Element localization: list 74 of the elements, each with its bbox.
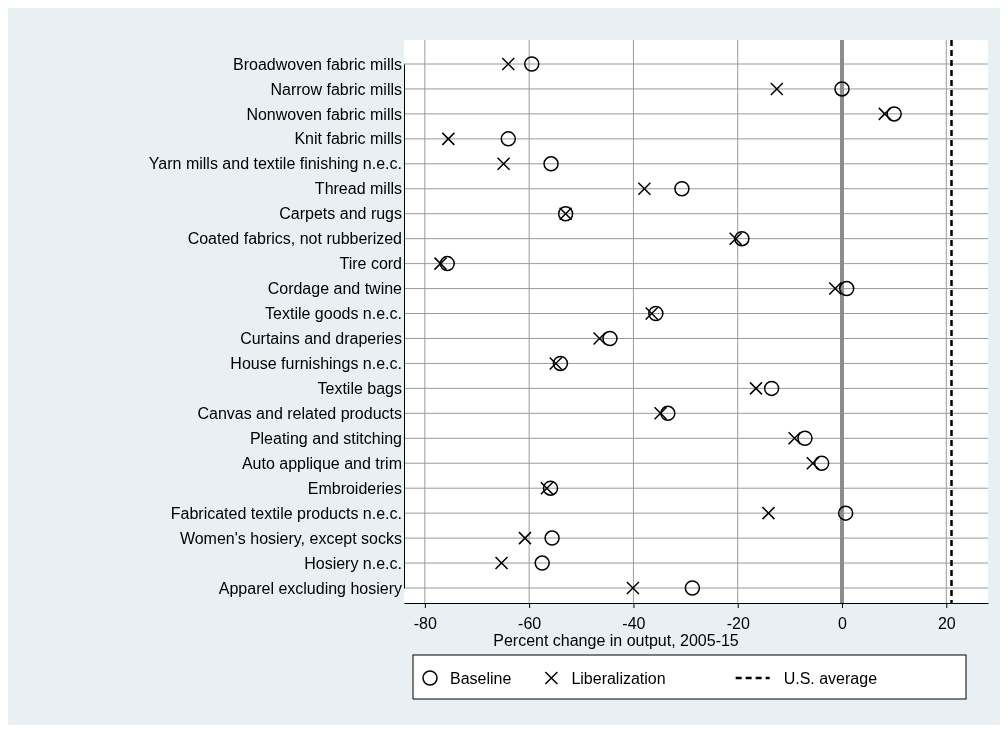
y-tick-label: Cordage and twine: [267, 280, 403, 298]
y-tick-label: Tire cord: [339, 255, 402, 273]
point: [660, 405, 676, 422]
point: [684, 580, 701, 596]
legend-label: Baseline: [450, 670, 512, 687]
point: [806, 456, 820, 470]
y-tick-label: Textile goods n.e.c.: [265, 305, 402, 323]
y-tick-label: Nonwoven fabric mills: [246, 105, 402, 123]
y-tick-label: Embroideries: [307, 479, 402, 497]
point: [749, 381, 763, 396]
point: [540, 481, 554, 495]
point: [878, 107, 892, 121]
y-tick-label: Auto applique and trim: [241, 454, 402, 472]
y-tick-label: Thread mills: [314, 180, 402, 198]
point: [534, 555, 550, 571]
point: [648, 305, 664, 322]
point: [763, 380, 780, 397]
point: [602, 330, 618, 347]
y-tick-label: Yarn mills and textile finishing n.e.c.: [148, 155, 402, 173]
y-tick-label: Coated fabrics, not rubberized: [187, 230, 402, 248]
point: [770, 82, 784, 96]
y-tick-label: Narrow fabric mills: [270, 80, 402, 98]
point: [542, 480, 559, 496]
x-tick-label: -80: [413, 614, 438, 632]
point: [496, 157, 511, 171]
point: [548, 356, 563, 371]
point: [787, 431, 802, 446]
point: [644, 306, 659, 321]
y-tick-label: Canvas and related products: [197, 404, 402, 422]
point: [544, 530, 560, 546]
point: [838, 280, 855, 297]
y-tick-label: Broadwoven fabric mills: [233, 55, 402, 73]
point: [813, 455, 830, 471]
y-tick-label: Curtains and draperies: [240, 330, 402, 348]
y-tick-label: Textile bags: [317, 380, 402, 397]
y-tick-label: Pleating and stitching: [249, 429, 402, 447]
point: [552, 355, 569, 372]
y-tick-label: Carpets and rugs: [279, 205, 402, 223]
point: [592, 331, 607, 346]
y-tick-label: Knit fabric mills: [294, 130, 402, 148]
y-tick-label: House furnishings n.e.c.: [230, 355, 402, 373]
x-axis-title: Percent change in output, 2005-15: [493, 632, 739, 649]
y-tick-label: Fabricated textile products n.e.c.: [170, 504, 402, 522]
point: [524, 56, 540, 72]
point: [886, 106, 902, 122]
x-tick-label: 0: [838, 614, 848, 632]
point: [834, 81, 850, 97]
point: [433, 256, 448, 271]
point: [441, 132, 456, 146]
point: [761, 506, 776, 520]
point: [543, 156, 559, 172]
y-tick-label: Apparel excluding hosiery: [218, 579, 402, 597]
point: [837, 505, 854, 521]
point: [501, 57, 516, 71]
point: [734, 230, 750, 247]
point: [653, 406, 668, 421]
x-tick-label: 20: [937, 614, 956, 632]
point: [674, 181, 690, 197]
x-tick-label: -40: [622, 614, 646, 632]
point: [439, 255, 456, 272]
point: [626, 581, 640, 595]
legend-label: U.S. average: [783, 670, 878, 687]
point: [500, 131, 517, 147]
x-tick-label: -60: [518, 614, 542, 632]
x-tick-label: -20: [726, 614, 750, 632]
y-tick-label: Hosiery n.e.c.: [304, 554, 402, 572]
y-tick-label: Women's hosiery, except socks: [179, 529, 402, 547]
point: [494, 556, 509, 570]
point: [728, 231, 743, 246]
point: [518, 531, 532, 545]
point: [828, 281, 842, 296]
legend-label: Liberalization: [571, 670, 666, 687]
point: [637, 182, 652, 196]
point: [797, 430, 813, 447]
